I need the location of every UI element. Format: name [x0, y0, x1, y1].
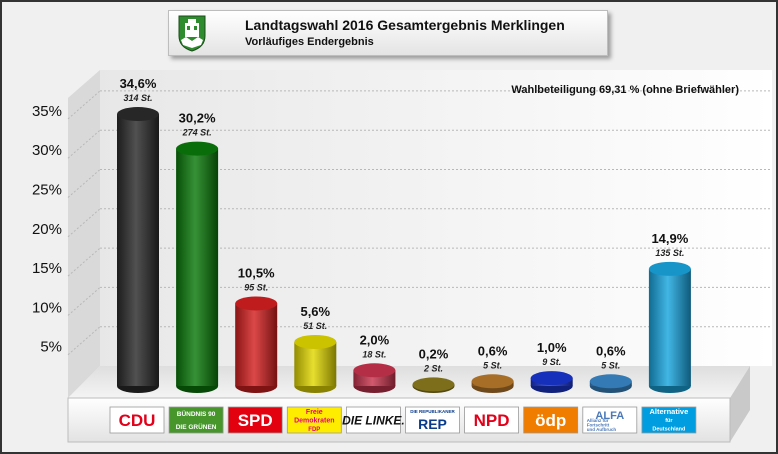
y-tick-label: 25% — [32, 182, 62, 199]
rep-logo: DIE REPUBLIKANER REP — [405, 406, 460, 434]
chart-floor — [68, 366, 750, 398]
bar-fdp: 5,6% 51 St. — [294, 304, 337, 393]
bar-top — [117, 107, 159, 122]
bar-top — [176, 141, 219, 156]
svg-text:und Aufbruch: und Aufbruch — [587, 427, 617, 432]
bar-top — [353, 363, 396, 378]
svg-text:Alternative: Alternative — [650, 407, 689, 416]
bar-spd: 10,5% 95 St. — [235, 265, 278, 393]
bar-top — [530, 371, 573, 386]
fdp-logo: Freie Demokraten FDP — [286, 406, 342, 434]
chart-back-wall — [68, 70, 772, 366]
svg-text:ödp: ödp — [535, 411, 566, 430]
bar-grüne: 30,2% 274 St. — [176, 111, 219, 393]
bar-die-linke: 2,0% 18 St. — [353, 332, 396, 393]
vote-count-label: 95 St. — [244, 282, 268, 292]
vote-count-label: 9 St. — [542, 357, 561, 367]
bar-top — [235, 296, 278, 311]
gridline-side — [67, 129, 101, 159]
bar-body — [176, 148, 219, 386]
value-label: 1,0% — [537, 340, 567, 355]
value-label: 5,6% — [300, 304, 330, 319]
bar-afd: 14,9% 135 St. — [648, 231, 691, 393]
svg-text:REP: REP — [418, 416, 447, 432]
gridline-side — [67, 247, 101, 277]
afd-logo: Alternative für Deutschland — [641, 406, 697, 434]
chart-title: Landtagswahl 2016 Gesamtergebnis Merklin… — [245, 17, 565, 33]
value-label: 0,6% — [478, 343, 508, 358]
bar-body — [235, 303, 278, 386]
bar-top — [412, 377, 455, 392]
vote-count-label: 314 St. — [123, 93, 152, 103]
svg-text:DIE GRÜNEN: DIE GRÜNEN — [176, 422, 217, 431]
y-tick-label: 10% — [32, 299, 62, 316]
svg-text:für: für — [665, 418, 673, 424]
vote-count-label: 135 St. — [655, 248, 684, 258]
y-tick-label: 20% — [32, 221, 62, 238]
value-label: 0,2% — [419, 346, 449, 361]
bar-ödp: 1,0% 9 St. — [530, 340, 573, 393]
svg-text:CDU: CDU — [119, 411, 156, 430]
svg-text:SPD: SPD — [238, 411, 273, 430]
vote-count-label: 51 St. — [303, 321, 327, 331]
svg-text:DIE LINKE.: DIE LINKE. — [342, 413, 405, 427]
header-box: Landtagswahl 2016 Gesamtergebnis Merklin… — [168, 10, 608, 56]
svg-text:Deutschland: Deutschland — [652, 427, 685, 433]
svg-text:BÜNDNIS 90: BÜNDNIS 90 — [177, 409, 216, 418]
gruene-logo: BÜNDNIS 90 DIE GRÜNEN — [168, 406, 224, 434]
bar-top — [294, 334, 337, 349]
y-tick-label: 35% — [32, 103, 62, 120]
chart-side-wall — [68, 70, 100, 398]
svg-text:ALFA: ALFA — [595, 410, 624, 422]
gridline-side — [67, 208, 101, 238]
gridline-side — [67, 169, 101, 198]
svg-text:Allianz für: Allianz für — [587, 418, 609, 423]
svg-text:Freie: Freie — [306, 409, 323, 416]
linke-logo: DIE LINKE. — [342, 406, 405, 434]
bar-top — [648, 261, 691, 276]
bar-alfa: 0,6% 5 St. — [589, 343, 632, 393]
y-tick-label: 15% — [32, 260, 62, 277]
gridline-side — [67, 90, 101, 120]
coat-of-arms-icon — [178, 15, 206, 52]
spd-logo: SPD — [227, 406, 283, 434]
svg-text:Fortschritt: Fortschritt — [587, 423, 610, 428]
npd-logo: NPD — [464, 406, 520, 434]
svg-text:DIE REPUBLIKANER: DIE REPUBLIKANER — [410, 409, 455, 414]
value-label: 0,6% — [596, 343, 626, 358]
turnout-note: Wahlbeteiligung 69,31 % (ohne Briefwähle… — [511, 84, 739, 96]
svg-text:Demokraten: Demokraten — [294, 418, 334, 425]
bar-npd: 0,6% 5 St. — [471, 343, 514, 393]
value-label: 14,9% — [651, 231, 688, 246]
value-label: 10,5% — [238, 265, 275, 280]
logo-band-side — [730, 366, 750, 442]
bar-cdu: 34,6% 314 St. — [117, 76, 159, 393]
bar-top — [471, 374, 514, 389]
bar-body — [117, 114, 159, 386]
value-label: 34,6% — [120, 76, 157, 91]
gridline-side — [67, 326, 101, 356]
y-tick-label: 5% — [40, 339, 62, 356]
vote-count-label: 2 St. — [423, 363, 443, 373]
bar-body — [294, 341, 337, 386]
vote-count-label: 274 St. — [182, 128, 212, 138]
chart-subtitle: Vorläufiges Endergebnis — [245, 36, 374, 48]
bar-body — [648, 268, 691, 386]
svg-text:NPD: NPD — [474, 411, 510, 430]
vote-count-label: 5 St. — [601, 360, 620, 370]
oedp-logo: ödp — [523, 406, 579, 434]
vote-count-label: 5 St. — [483, 360, 502, 370]
bar-rep: 0,2% 2 St. — [412, 346, 455, 393]
svg-text:FDP: FDP — [308, 427, 320, 433]
gridline-side — [67, 287, 101, 316]
vote-count-label: 18 St. — [362, 349, 386, 359]
value-label: 2,0% — [360, 332, 390, 347]
cdu-logo: CDU — [109, 406, 165, 434]
y-tick-label: 30% — [32, 142, 62, 159]
bar-top — [589, 374, 632, 389]
value-label: 30,2% — [179, 111, 216, 126]
